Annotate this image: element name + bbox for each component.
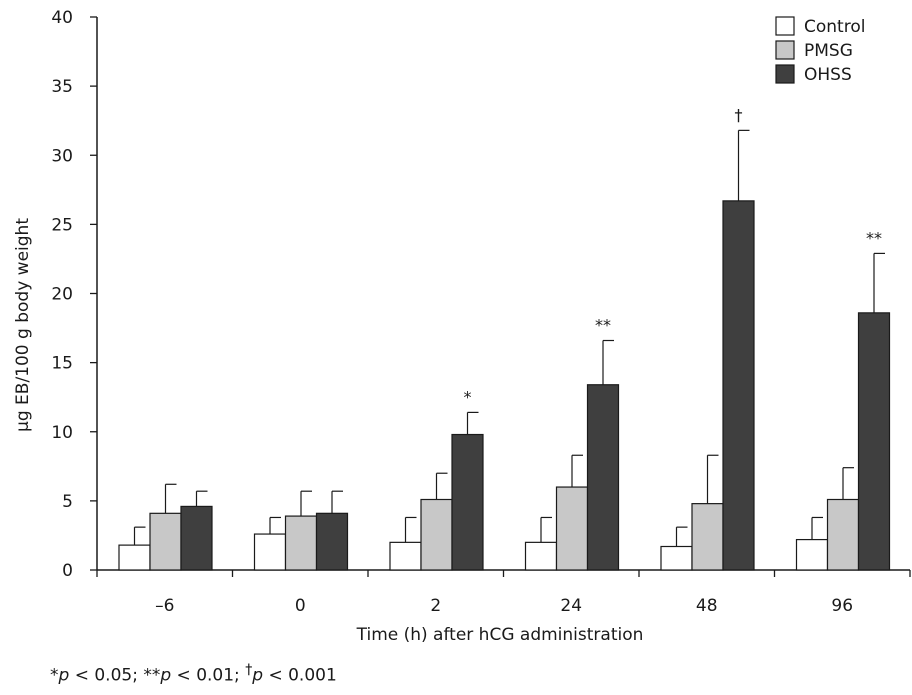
bar-ohss	[857, 312, 891, 571]
legend-label-pmsg: PMSG	[804, 41, 853, 61]
significance-marker: *	[464, 387, 472, 406]
y-tick-label: 5	[62, 492, 73, 512]
bar-pmsg	[149, 512, 182, 571]
x-tick-label: 48	[696, 596, 718, 616]
bars: –6 0 * 2 ** 24 † 48 ** 96	[118, 105, 891, 616]
y-tick-label: 10	[51, 423, 73, 443]
legend: Control PMSG OHSS	[775, 16, 865, 85]
axes: 0 5 10 15 20 25 30 35 40	[51, 8, 911, 581]
y-axis-title: µg EB/100 g body weight	[13, 218, 33, 432]
legend-swatch-ohss	[775, 64, 795, 84]
significance-marker: **	[866, 228, 882, 247]
bar-control	[253, 533, 287, 571]
legend-label-control: Control	[804, 17, 865, 37]
bar-ohss	[722, 200, 755, 571]
bar-control	[118, 544, 151, 571]
bar-ohss	[451, 433, 484, 571]
bar-ohss	[180, 505, 213, 571]
bar-control	[389, 541, 422, 571]
bar-ohss	[315, 512, 349, 571]
bar-ohss	[586, 384, 620, 571]
significance-marker: †	[735, 105, 743, 124]
x-tick-label: –6	[155, 596, 174, 616]
bar-control	[795, 538, 829, 571]
bar-control	[660, 545, 693, 571]
y-tick-label: 25	[51, 215, 73, 235]
bar-control	[524, 541, 558, 571]
significance-footnote: *p < 0.05; **p < 0.01; †p < 0.001	[50, 662, 337, 686]
significance-marker: **	[595, 316, 611, 335]
bar-pmsg	[555, 486, 589, 571]
y-tick-label: 40	[51, 8, 73, 28]
bar-pmsg	[691, 503, 724, 571]
x-tick-label: 24	[560, 596, 582, 616]
x-tick-label: 2	[430, 596, 441, 616]
y-tick-label: 0	[62, 561, 73, 581]
x-tick-label: 96	[831, 596, 853, 616]
legend-swatch-control	[775, 16, 795, 36]
bar-pmsg	[420, 498, 453, 571]
x-tick-label: 0	[295, 596, 306, 616]
y-tick-label: 30	[51, 146, 73, 166]
legend-label-ohss: OHSS	[804, 65, 852, 85]
y-tick-label: 15	[51, 354, 73, 374]
legend-swatch-pmsg	[775, 40, 795, 60]
x-axis-title: Time (h) after hCG administration	[356, 625, 644, 645]
bar-pmsg	[284, 515, 318, 571]
bar-pmsg	[826, 498, 860, 571]
y-tick-label: 20	[51, 285, 73, 305]
y-tick-label: 35	[51, 77, 73, 97]
